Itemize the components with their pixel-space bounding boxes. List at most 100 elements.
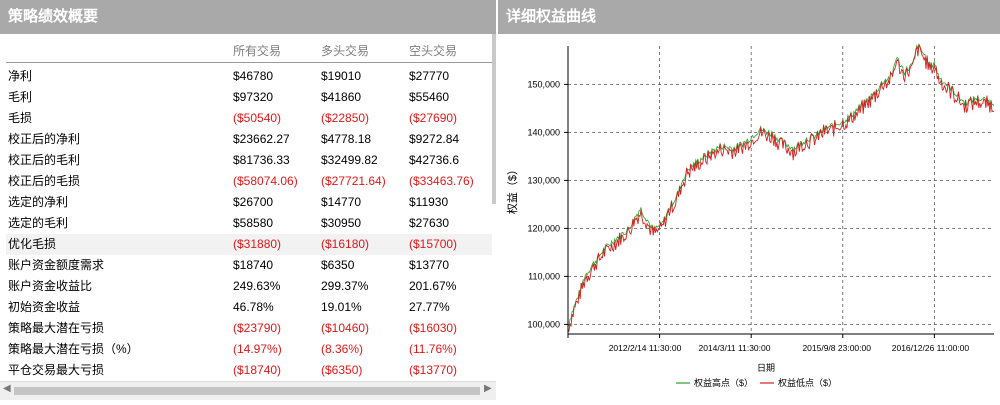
cell-value: $97320 [233, 90, 274, 104]
cell-value: $23662.27 [233, 132, 290, 146]
row-label: 校正后的毛利 [8, 153, 81, 167]
row-label: 校正后的净利 [8, 132, 81, 146]
cell-value: $13770 [409, 258, 450, 272]
table-row[interactable]: 策略最大潜在亏损（%） (14.97%) (8.36%) (11.76%) [6, 339, 492, 360]
y-tick-label: 110,000 [528, 271, 560, 281]
series-line-equity-high [567, 42, 995, 327]
table-row[interactable]: 毛利 $97320 $41860 $55460 [6, 87, 492, 108]
cell-value: ($15700) [409, 237, 458, 251]
cell-value: $27770 [409, 69, 450, 83]
row-label: 净利 [8, 69, 33, 83]
equity-curve-title: 详细权益曲线 [498, 0, 1000, 34]
cell-value: $4778.18 [321, 132, 372, 146]
cell-value: 46.78% [233, 300, 274, 314]
cell-value: 249.63% [233, 279, 281, 293]
cell-value: (8.36%) [321, 342, 364, 356]
cell-value: $55460 [409, 90, 450, 104]
legend-equity-low: 权益低点（$） [778, 377, 837, 388]
series-line-equity-low [567, 44, 995, 333]
cell-value: (14.97%) [233, 342, 282, 356]
table-row[interactable]: 平仓交易最大亏损 ($18740) ($6350) ($13770) [6, 360, 492, 381]
equity-line-chart[interactable]: 100,000 110,000 120,000 130,000 140,000 150,0… [498, 34, 1000, 400]
y-tick-label: 120,000 [527, 223, 560, 233]
x-tick-label: 2012/2/14 11:30:00 [609, 343, 682, 353]
cell-value: $6350 [321, 258, 355, 272]
table-row[interactable]: 策略最大潜在亏损 ($23790) ($10460) ($16030) [6, 318, 492, 339]
column-header-short-trades[interactable]: 空头交易 [409, 44, 458, 58]
row-label: 优化毛损 [8, 237, 57, 251]
cell-value: $19010 [321, 69, 362, 83]
row-label: 校正后的毛损 [8, 174, 81, 188]
scroll-right-arrow-icon[interactable]: ▶ [484, 383, 492, 394]
table-row[interactable]: 校正后的净利 $23662.27 $4778.18 $9272.84 [6, 129, 492, 150]
vertical-scrollbar[interactable] [492, 34, 496, 204]
x-tick-label: 2015/9/8 23:00:00 [802, 343, 871, 353]
row-label: 初始资金收益 [8, 300, 81, 314]
cell-value: $14770 [321, 195, 362, 209]
cell-value: ($23790) [233, 321, 282, 335]
equity-chart-panel: 100,000 110,000 120,000 130,000 140,000 150,0… [498, 34, 1000, 400]
horizontal-scrollbar[interactable]: ◀ ▶ [0, 381, 496, 400]
table-row[interactable]: 选定的净利 $26700 $14770 $11930 [6, 192, 492, 213]
chart-legend: 权益高点（$） 权益低点（$） [676, 377, 837, 388]
column-header-long-trades[interactable]: 多头交易 [321, 44, 370, 58]
x-axis-label: 日期 [757, 363, 775, 373]
table-row[interactable]: 初始资金收益 46.78% 19.01% 27.77% [6, 297, 492, 318]
table-row[interactable]: 毛损 ($50540) ($22850) ($27690) [6, 108, 492, 129]
summary-panel-title: 策略绩效概要 [0, 0, 496, 34]
cell-value: ($16180) [321, 237, 370, 251]
row-label: 账户资金收益比 [8, 279, 93, 293]
row-label: 策略最大潜在亏损（%） [8, 342, 139, 356]
cell-value: ($18740) [233, 363, 282, 377]
cell-value: $46780 [233, 69, 274, 83]
cell-value: $30950 [321, 216, 362, 230]
cell-value: ($27721.64) [321, 174, 386, 188]
cell-value: ($50540) [233, 111, 282, 125]
cell-value: $18740 [233, 258, 274, 272]
table-row[interactable]: 账户资金收益比 249.63% 299.37% 201.67% [6, 276, 492, 297]
header-divider [6, 62, 492, 63]
performance-summary-table: 所有交易 多头交易 空头交易 净利 $46780 $19010 $27770 毛利 $97… [0, 34, 496, 400]
table-row[interactable]: 校正后的毛利 $81736.33 $32499.82 $42736.6 [6, 150, 492, 171]
table-row[interactable]: 校正后的毛损 ($58074.06) ($27721.64) ($33463.76) [6, 171, 492, 192]
cell-value: 27.77% [409, 300, 450, 314]
row-label: 账户资金额度需求 [8, 258, 105, 272]
x-tick-label: 2016/12/26 11:00:00 [892, 343, 970, 353]
table-row[interactable]: 净利 $46780 $19010 $27770 [6, 66, 492, 87]
table-row[interactable]: 优化毛损 ($31880) ($16180) ($15700) [6, 234, 492, 255]
cell-value: $9272.84 [409, 132, 460, 146]
y-tick-label: 130,000 [527, 175, 560, 185]
cell-value: ($58074.06) [233, 174, 298, 188]
y-tick-label: 150,000 [527, 79, 560, 89]
cell-value: ($33463.76) [409, 174, 474, 188]
y-tick-label: 140,000 [527, 127, 560, 137]
cell-value: $27630 [409, 216, 450, 230]
row-label: 毛利 [8, 90, 33, 104]
cell-value: (11.76%) [409, 342, 457, 356]
row-label: 策略最大潜在亏损 [8, 321, 105, 335]
cell-value: $42736.6 [409, 153, 460, 167]
y-tick-label: 100,000 [527, 319, 560, 329]
x-tick-label: 2014/3/11 11:30:00 [698, 343, 770, 353]
cell-value: ($31880) [233, 237, 282, 251]
cell-value: ($27690) [409, 111, 458, 125]
column-header-all-trades[interactable]: 所有交易 [233, 44, 282, 58]
cell-value: ($6350) [321, 363, 363, 377]
cell-value: $41860 [321, 90, 362, 104]
y-axis-label: 权益（$） [505, 164, 519, 214]
cell-value: $11930 [409, 195, 449, 209]
row-label: 毛损 [8, 111, 33, 125]
cell-value: $26700 [233, 195, 274, 209]
table-row[interactable]: 账户资金额度需求 $18740 $6350 $13770 [6, 255, 492, 276]
table-row[interactable]: 选定的毛利 $58580 $30950 $27630 [6, 213, 492, 234]
cell-value: $32499.82 [321, 153, 378, 167]
cell-value: 201.67% [409, 279, 457, 293]
cell-value: ($10460) [321, 321, 370, 335]
row-label: 选定的净利 [8, 195, 69, 209]
panel-splitter[interactable] [496, 0, 498, 400]
cell-value: ($16030) [409, 321, 458, 335]
cell-value: $81736.33 [233, 153, 290, 167]
scroll-left-arrow-icon[interactable]: ◀ [3, 383, 11, 394]
legend-equity-high: 权益高点（$） [694, 377, 753, 388]
scrollbar-thumb[interactable] [14, 387, 480, 395]
